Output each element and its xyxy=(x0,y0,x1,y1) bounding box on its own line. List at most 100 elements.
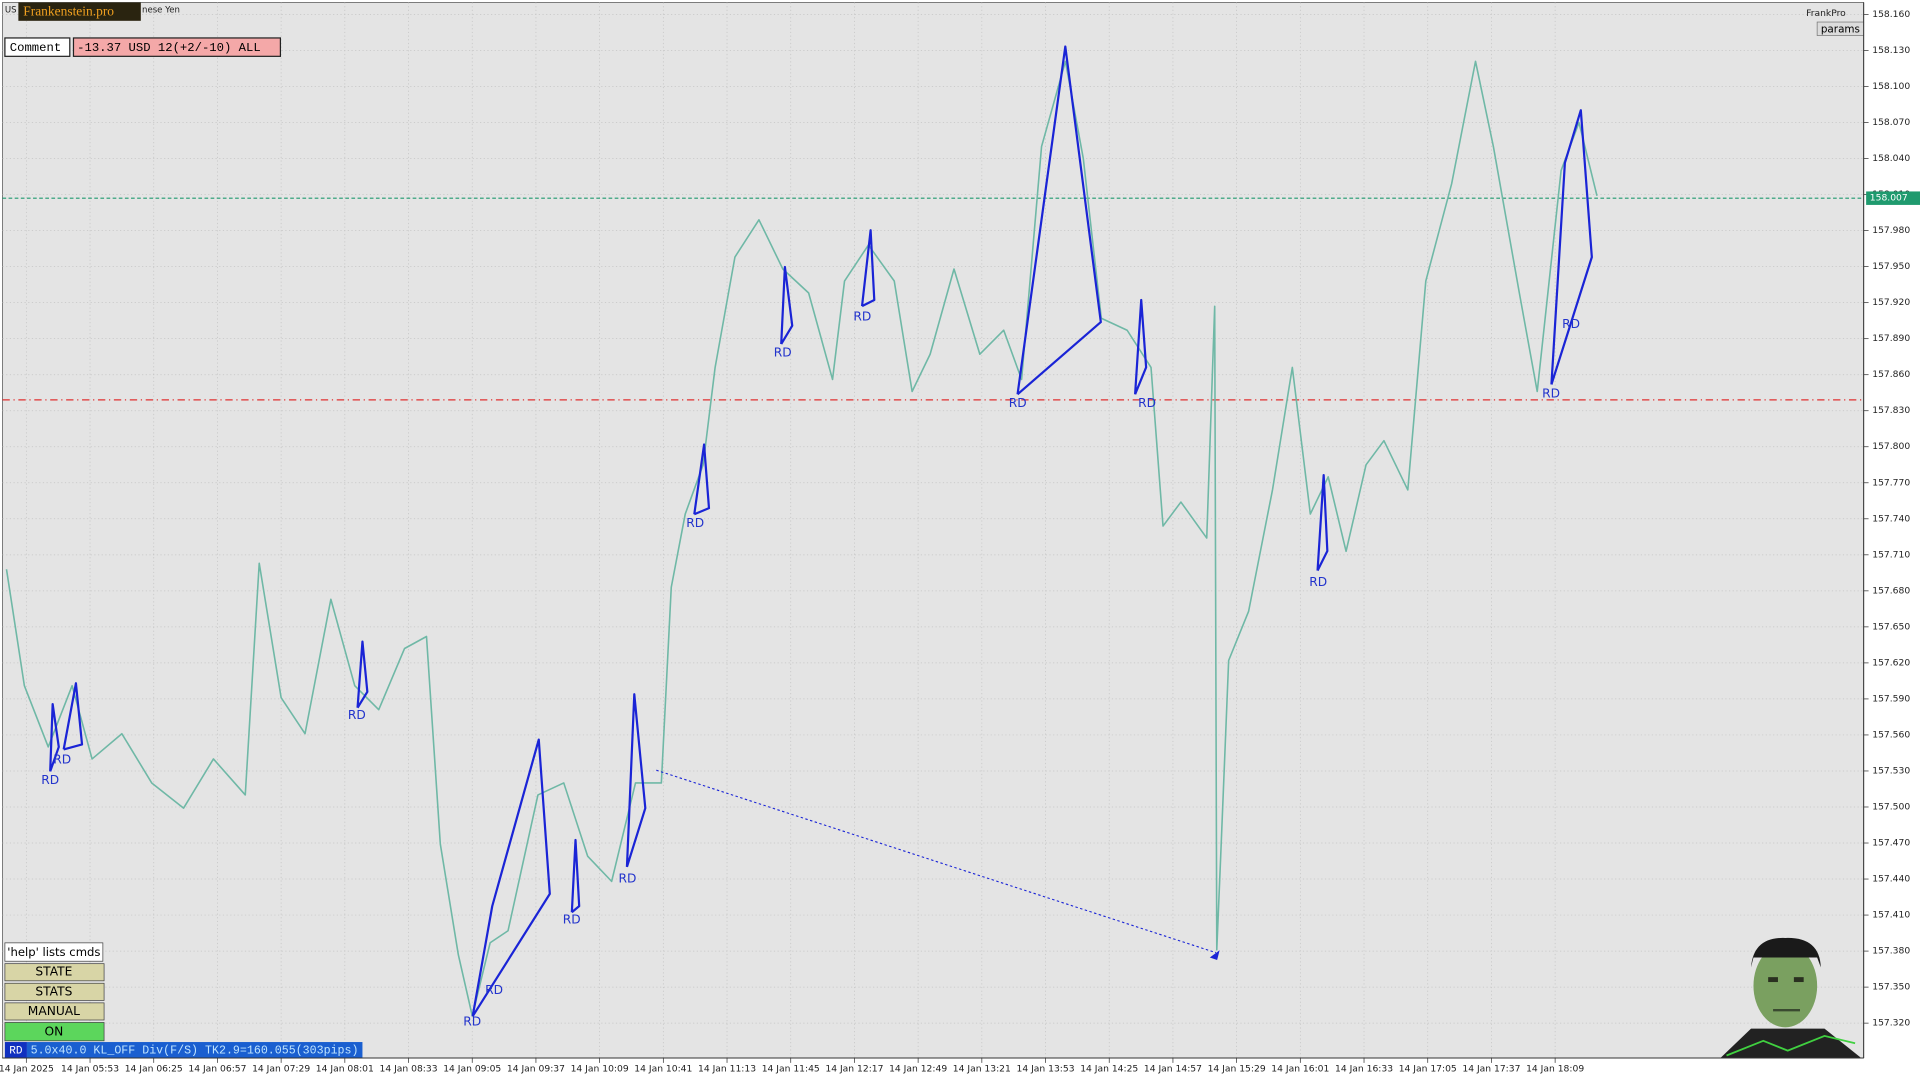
mode-box xyxy=(4,1042,27,1058)
stats-button-box[interactable] xyxy=(4,982,105,1001)
y-tick-label: 157.680 xyxy=(1872,585,1910,596)
pattern-label: RD xyxy=(853,310,871,324)
params-button[interactable]: params xyxy=(1821,23,1860,35)
pattern xyxy=(49,702,60,772)
plot-area xyxy=(2,2,1865,1059)
x-tick-label: 14 Jan 15:29 xyxy=(1208,1063,1266,1074)
pattern-label: RD xyxy=(774,346,792,360)
pattern-label: RD xyxy=(619,872,637,886)
comment-label-box xyxy=(4,37,71,57)
manual-button[interactable]: MANUAL xyxy=(28,1004,80,1018)
status-box xyxy=(26,1042,363,1058)
comment-label: Comment xyxy=(10,41,61,55)
pattern xyxy=(62,682,84,751)
x-tick-label: 14 Jan 14:57 xyxy=(1144,1063,1202,1074)
x-tick-label: 14 Jan 10:09 xyxy=(571,1063,629,1074)
y-tick-label: 157.530 xyxy=(1872,765,1910,776)
pattern xyxy=(1316,474,1329,572)
x-tick-label: 14 Jan 11:13 xyxy=(698,1063,756,1074)
pattern-label: RD xyxy=(485,983,503,997)
comment-value: -13.37 USD 12(+2/-10) ALL xyxy=(77,41,261,55)
y-tick-label: 157.800 xyxy=(1872,441,1910,452)
pattern-label: RD xyxy=(348,708,366,722)
mascot-eye xyxy=(1768,977,1778,983)
y-tick-label: 157.320 xyxy=(1872,1018,1910,1029)
y-tick-label: 158.100 xyxy=(1872,81,1910,92)
y-tick-label: 157.860 xyxy=(1872,369,1910,380)
on-button[interactable]: ON xyxy=(44,1025,63,1039)
x-tick-label: 14 Jan 11:45 xyxy=(762,1063,820,1074)
x-tick-label: 14 Jan 13:21 xyxy=(953,1063,1011,1074)
mascot-face xyxy=(1753,944,1818,1028)
mascot-chart xyxy=(1726,1034,1856,1057)
pattern-label: RD xyxy=(686,516,704,530)
x-tick-label: 14 Jan 16:33 xyxy=(1335,1063,1393,1074)
y-tick-label: 157.470 xyxy=(1872,838,1910,849)
pattern-label: RD xyxy=(1009,396,1027,410)
pattern-label: RD xyxy=(1138,396,1156,410)
mascot xyxy=(1720,937,1862,1058)
x-tick-label: 14 Jan 13:53 xyxy=(1016,1063,1074,1074)
x-tick-label: 14 Jan 06:25 xyxy=(125,1063,183,1074)
y-tick-label: 157.890 xyxy=(1872,333,1910,344)
manual-button-box[interactable] xyxy=(4,1002,105,1021)
harmonic-patterns xyxy=(49,45,1593,1017)
status-text: 5.0x40.0 KL_OFF Div(F/S) TK2.9=160.055(3… xyxy=(31,1045,359,1058)
x-tick-label: 14 Jan 12:49 xyxy=(889,1063,947,1074)
y-tick-label: 158.070 xyxy=(1872,117,1910,128)
pattern-label: RD xyxy=(563,912,581,926)
y-tick-label: 157.710 xyxy=(1872,549,1910,560)
trade-link xyxy=(656,769,1217,954)
x-tick-label: 14 Jan 09:37 xyxy=(507,1063,565,1074)
state-button[interactable]: STATE xyxy=(35,965,72,979)
y-tick-label: 157.770 xyxy=(1872,477,1910,488)
mascot-hair xyxy=(1751,937,1821,968)
mode: RD xyxy=(9,1046,23,1058)
arrow xyxy=(1209,950,1220,960)
pattern-label: RD xyxy=(53,753,71,767)
x-tick-label: 14 Jan 07:29 xyxy=(252,1063,310,1074)
pattern xyxy=(1134,298,1148,395)
pattern xyxy=(780,265,794,345)
pattern xyxy=(570,838,581,914)
pattern xyxy=(1550,109,1593,385)
x-tick-label: 14 Jan 18:09 xyxy=(1526,1063,1584,1074)
pattern-label: RD xyxy=(463,1014,481,1028)
pattern xyxy=(625,693,647,868)
x-tick-label: 14 Jan 08:01 xyxy=(316,1063,374,1074)
brand: FrankPro xyxy=(1806,8,1846,19)
annotations: RD RD RD RD RD RD RD RD RD RD RD RD RD RD RD xyxy=(41,310,1580,1029)
stats-button[interactable]: STATS xyxy=(35,984,72,998)
y-tick-label: 157.590 xyxy=(1872,693,1910,704)
x-tick-label: 14 Jan 16:01 xyxy=(1271,1063,1329,1074)
y-tick-label: 157.650 xyxy=(1872,621,1910,632)
x-tick-label: 14 Jan 17:05 xyxy=(1399,1063,1457,1074)
pattern-label: RD xyxy=(1309,575,1327,589)
y-tick-label: 157.620 xyxy=(1872,657,1910,668)
y-tick-label: 157.740 xyxy=(1872,513,1910,524)
y-tick-label: 158.160 xyxy=(1872,9,1910,20)
y-tick-label: 157.380 xyxy=(1872,946,1910,957)
x-tick-label: 14 Jan 10:41 xyxy=(634,1063,692,1074)
mascot-eye xyxy=(1793,977,1804,983)
price-label: 158.007 xyxy=(1870,193,1908,204)
y-tick-label: 157.560 xyxy=(1872,729,1910,740)
x-tick-label: 14 Jan 09:05 xyxy=(443,1063,501,1074)
pattern xyxy=(1016,45,1102,396)
y-tick-label: 157.920 xyxy=(1872,297,1910,308)
pattern xyxy=(860,229,876,308)
help-box xyxy=(4,942,104,962)
pattern xyxy=(471,738,551,1017)
state-button-box[interactable] xyxy=(4,963,105,982)
series xyxy=(5,60,1598,1017)
x-tick-label: 14 Jan 2025 xyxy=(0,1063,54,1074)
y-tick-label: 157.410 xyxy=(1872,910,1910,921)
symbol-prefix: US xyxy=(5,5,17,15)
help-text: 'help' lists cmds xyxy=(7,945,100,959)
pattern-label: RD xyxy=(41,773,59,787)
on-button-box[interactable] xyxy=(4,1022,105,1042)
y-tick-label: 157.350 xyxy=(1872,982,1910,993)
x-tick-label: 14 Jan 12:17 xyxy=(825,1063,883,1074)
